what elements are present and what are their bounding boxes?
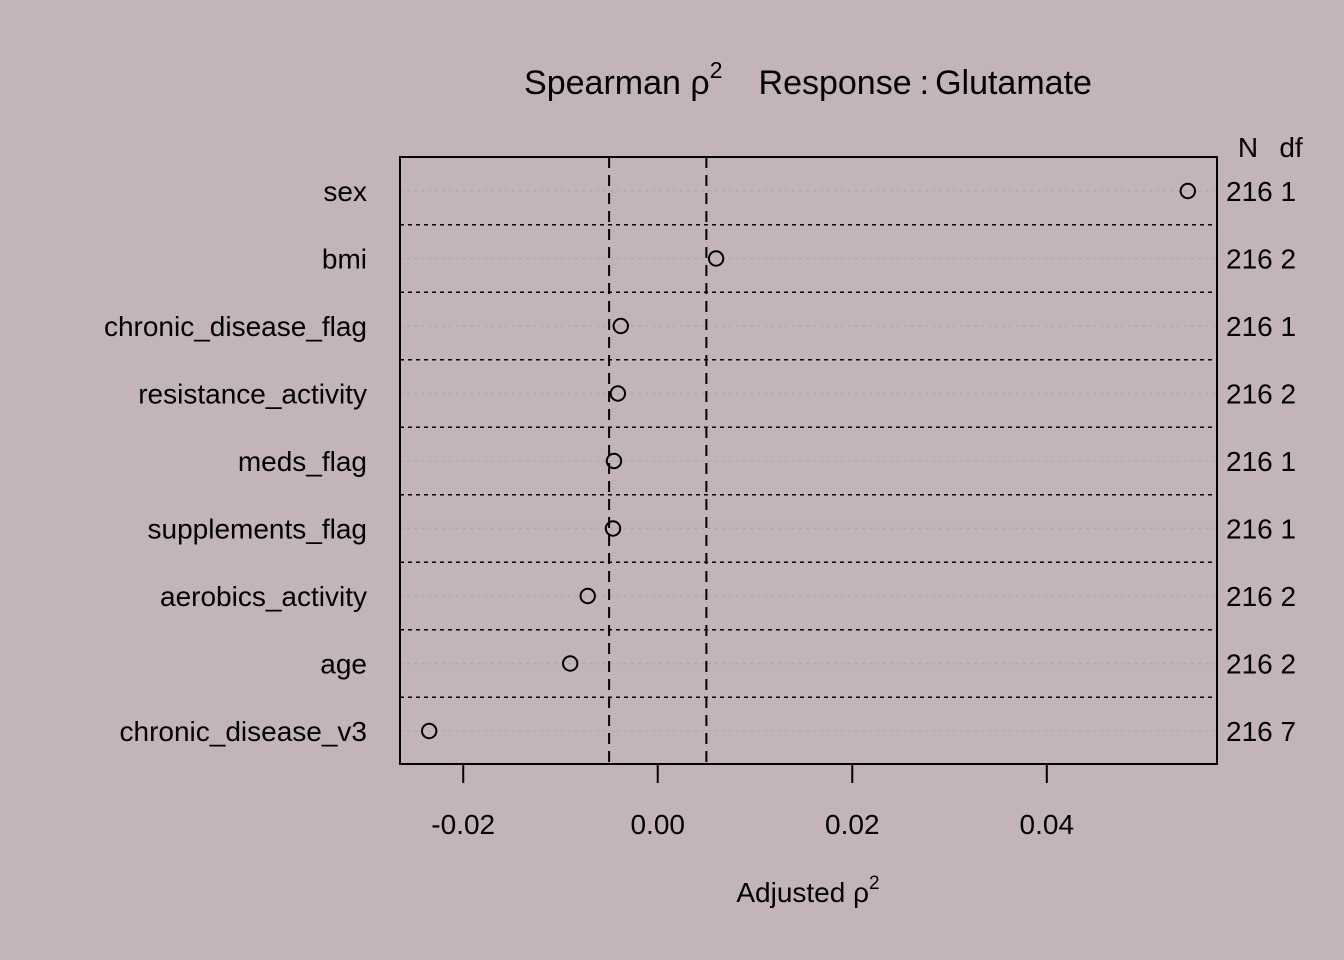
title-response-value: Glutamate xyxy=(935,64,1092,102)
n-df-label: 216 7 xyxy=(1226,716,1296,747)
x-tick-label: 0.00 xyxy=(630,809,685,840)
x-axis: -0.02 0.00 0.02 0.04 xyxy=(431,764,1074,840)
n-df-label: 216 1 xyxy=(1226,311,1296,342)
n-df-label: 216 2 xyxy=(1226,581,1296,612)
reference-lines xyxy=(608,157,708,764)
data-point xyxy=(604,520,622,537)
title-prefix: Spearman xyxy=(524,64,690,102)
x-tick-label: 0.02 xyxy=(825,809,880,840)
n-df-values: 216 1 216 2 216 1 216 2 216 1 216 1 216 2 216 2… xyxy=(1226,176,1296,747)
data-point xyxy=(579,587,596,605)
n-df-label: 216 2 xyxy=(1226,379,1296,410)
data-points xyxy=(420,182,1197,740)
predictor-label: meds_flag xyxy=(238,446,367,477)
predictor-label: bmi xyxy=(322,244,367,275)
x-axis-superscript: 2 xyxy=(869,873,880,894)
predictor-labels: sex bmi chronic_disease_flag resistance_act… xyxy=(104,176,367,747)
predictor-label: aerobics_activity xyxy=(160,581,367,612)
predictor-label: age xyxy=(320,649,367,680)
data-point xyxy=(609,385,627,402)
title-superscript: 2 xyxy=(710,57,723,83)
data-point xyxy=(420,722,438,740)
data-point xyxy=(605,452,623,470)
chart-title: Spearman ρ2 Response: Glutamate xyxy=(524,57,1092,102)
x-axis-title-text: Adjusted xyxy=(736,877,853,908)
column-header-n: N xyxy=(1238,132,1258,163)
n-df-label: 216 2 xyxy=(1226,244,1296,275)
n-df-label: 216 1 xyxy=(1226,514,1296,545)
title-rho-symbol: ρ xyxy=(690,64,709,102)
title-response-label: Response xyxy=(759,64,912,102)
predictor-label: supplements_flag xyxy=(148,514,367,545)
x-tick-label: 0.04 xyxy=(1020,809,1075,840)
predictor-label: chronic_disease_v3 xyxy=(120,716,368,747)
predictor-label: sex xyxy=(323,176,367,207)
n-df-label: 216 1 xyxy=(1226,446,1296,477)
n-df-label: 216 1 xyxy=(1226,176,1296,207)
plot-frame xyxy=(399,156,1218,765)
x-tick-label: -0.02 xyxy=(431,809,495,840)
data-point xyxy=(612,317,629,335)
column-header-df: df xyxy=(1279,132,1303,163)
data-point xyxy=(707,250,725,267)
x-axis-title: Adjusted ρ2 xyxy=(736,873,879,908)
x-axis-rho-symbol: ρ xyxy=(853,877,869,908)
data-point xyxy=(1179,182,1197,200)
predictor-label: chronic_disease_flag xyxy=(104,311,367,342)
n-df-label: 216 2 xyxy=(1226,649,1296,680)
grid-layer xyxy=(400,190,1217,732)
data-point xyxy=(562,655,579,672)
title-separator: : xyxy=(920,64,929,102)
predictor-label: resistance_activity xyxy=(138,379,367,410)
